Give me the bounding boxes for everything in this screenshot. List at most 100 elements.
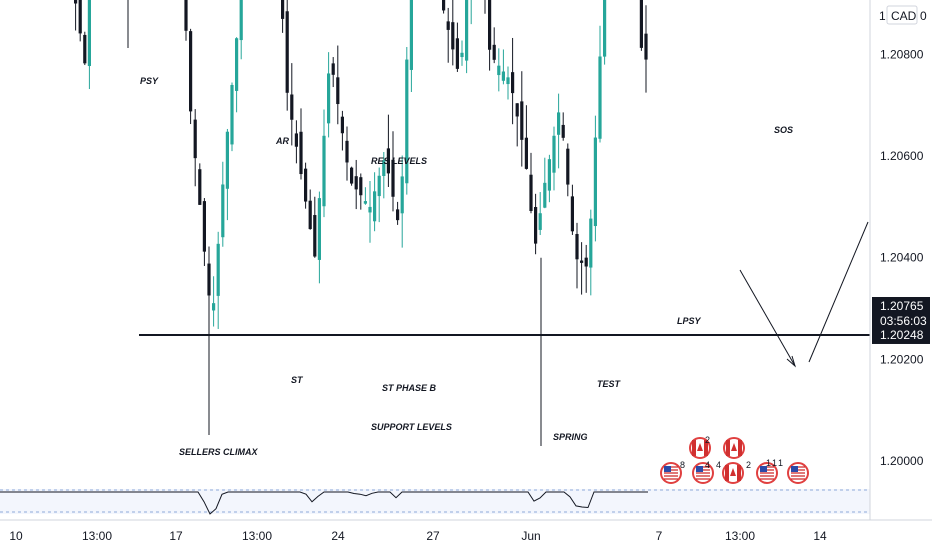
candle-body xyxy=(543,182,547,208)
candle-body xyxy=(193,119,197,159)
candle-body xyxy=(529,174,533,211)
indicator-pane[interactable] xyxy=(0,489,870,514)
time-axis-ticks: 10 13:00 17 13:00 24 27 Jun 7 13:00 14 xyxy=(9,529,827,543)
axis-top-label: 1 xyxy=(879,9,886,23)
time-tick-label: 7 xyxy=(656,529,663,543)
candle-body xyxy=(451,22,455,50)
ca-flag-band xyxy=(725,465,729,481)
candle-body xyxy=(552,135,556,173)
candle-body xyxy=(322,135,326,207)
candle-body xyxy=(497,65,501,76)
candle-body xyxy=(603,0,607,57)
ca-flag-band xyxy=(704,440,708,456)
candle-body xyxy=(354,176,358,190)
candle-body xyxy=(382,160,386,176)
event-badges: 8 4 4 2 2 1 1 1 xyxy=(660,435,809,484)
candle-body xyxy=(589,218,593,268)
time-tick-label: 10 xyxy=(9,529,23,543)
candle-body xyxy=(488,0,492,50)
annotation-lpsy: LPSY xyxy=(677,316,702,326)
annotation-st: ST xyxy=(291,375,304,385)
candle-body xyxy=(561,124,565,138)
candle-body xyxy=(207,263,211,296)
event-count-label: 8 xyxy=(680,460,685,470)
candle-body xyxy=(460,52,464,58)
ca-flag-band xyxy=(692,440,696,456)
candle-body xyxy=(534,207,538,244)
candle-body xyxy=(547,159,551,191)
currency-button[interactable] xyxy=(886,5,918,25)
annotation-support-levels: SUPPORT LEVELS xyxy=(371,422,452,432)
candle-body xyxy=(239,0,243,41)
us-flag-canton xyxy=(760,466,767,472)
projection-arrow-down xyxy=(739,269,796,367)
candle-body xyxy=(520,101,524,140)
candle-body xyxy=(391,159,395,197)
time-tick-label: 27 xyxy=(426,529,440,543)
last-price-value: 1.20765 xyxy=(880,299,924,313)
projection-arrow-up xyxy=(808,221,869,363)
projection-arrows xyxy=(739,221,869,368)
candle-body xyxy=(340,116,344,134)
candle-body xyxy=(74,0,78,4)
indicator-line xyxy=(0,491,648,515)
annotation-st-phase-b: ST PHASE B xyxy=(382,383,437,393)
time-tick-label: 17 xyxy=(169,529,183,543)
annotation-ar: AR xyxy=(275,136,289,146)
candle-body xyxy=(377,175,381,197)
us-flag-canton xyxy=(664,466,671,472)
candle-body xyxy=(235,38,239,91)
candle-body xyxy=(598,56,602,139)
candle-body xyxy=(400,176,404,214)
ca-flag-band xyxy=(738,440,742,456)
event-count-label: 1 xyxy=(766,458,771,468)
candles xyxy=(74,0,648,446)
annotation-spring: SPRING xyxy=(553,432,588,442)
candle-body xyxy=(308,200,312,230)
candle-body xyxy=(593,137,597,227)
event-count-label: 4 xyxy=(705,460,710,470)
candle-body xyxy=(331,63,335,75)
candle-body xyxy=(538,213,542,230)
candle-body xyxy=(639,0,643,48)
price-axis[interactable] xyxy=(870,0,932,550)
time-tick-label: 13:00 xyxy=(82,529,112,543)
candle-body xyxy=(373,191,377,222)
candle-body xyxy=(221,184,225,238)
arrow-head-down-icon xyxy=(786,355,796,368)
candle-body xyxy=(285,11,289,93)
candle-body xyxy=(409,0,413,70)
candle-body xyxy=(83,34,87,64)
time-tick-label: Jun xyxy=(521,529,540,543)
candle-body xyxy=(216,243,220,296)
candle-body xyxy=(225,131,229,189)
event-count-label: 4 xyxy=(716,460,721,470)
level-price-label: 1.20248 xyxy=(880,328,924,342)
candle-body xyxy=(524,137,528,169)
candle-body xyxy=(350,167,354,184)
candle-body xyxy=(446,21,450,30)
level-price-tag xyxy=(872,325,930,344)
candle-body xyxy=(336,77,340,105)
time-tick-label: 24 xyxy=(331,529,345,543)
annotations: PSY AR RES LEVELS SOS ST ST PHASE B TEST… xyxy=(140,76,793,457)
candle-body xyxy=(580,260,584,263)
time-tick-label: 13:00 xyxy=(242,529,272,543)
candle-body xyxy=(442,0,446,11)
candle-body xyxy=(492,44,496,60)
price-tick-label: 1.20000 xyxy=(880,454,924,468)
price-tick-label: 1.20600 xyxy=(880,149,924,163)
maple-leaf-icon xyxy=(730,468,736,476)
price-tags: 1.220371.213931.20248 xyxy=(872,325,930,344)
us-flag-canton xyxy=(791,466,798,472)
currency-label: CAD xyxy=(891,9,917,23)
annotation-sellers-climax: SELLERS CLIMAX xyxy=(179,447,259,457)
candle-body xyxy=(465,0,469,61)
candle-body xyxy=(212,303,216,311)
candle-body xyxy=(515,103,519,117)
candle-body xyxy=(299,131,303,175)
candle-body xyxy=(345,140,349,163)
last-price-countdown: 03:56:03 xyxy=(880,314,927,328)
